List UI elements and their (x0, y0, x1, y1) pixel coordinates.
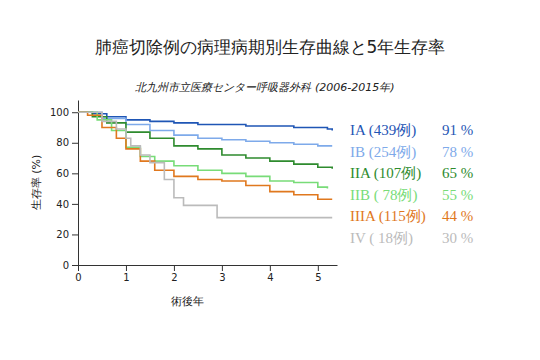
chart: 肺癌切除例の病理病期別生存曲線と5年生存率北九州市立医療センター呼吸器外科 (2… (0, 0, 540, 360)
legend: IA (439例) 91 % IB (254例) 78 % IIA (107例) 65 %… (350, 122, 473, 247)
tick-mark (72, 234, 78, 235)
tick: 80 (56, 137, 78, 148)
tick-mark (72, 173, 78, 174)
tick: 20 (56, 229, 78, 240)
survival-curve (78, 112, 332, 217)
x-axis: 0 1 2 3 4 5 (75, 265, 337, 283)
tick-label: 40 (56, 199, 69, 210)
legend-rate: 44 % (442, 208, 473, 224)
legend-label: IIB ( 78例) (350, 187, 418, 204)
tick-mark (222, 265, 223, 271)
axis-line (78, 101, 79, 266)
legend-rate: 30 % (442, 230, 473, 246)
tick: 5 (315, 265, 321, 283)
legend-rate: 65 % (442, 165, 473, 181)
tick: 1 (123, 265, 129, 283)
legend-label: IIA (107例) (350, 165, 421, 182)
legend-rate: 91 % (442, 122, 473, 138)
legend-label: IB (254例) (350, 144, 416, 161)
tick-mark (126, 265, 127, 271)
tick-mark (78, 265, 79, 271)
y-axis: 0 20 40 60 80 100 (50, 101, 79, 271)
tick-label: 60 (56, 168, 69, 179)
plot: 0 1 2 3 4 5 0 20 40 60 80 100 術後年 生存率 (%) (30, 101, 338, 309)
tick-label: 80 (56, 137, 69, 148)
x-label: 術後年 (171, 295, 204, 308)
tick-mark (174, 265, 175, 271)
legend-rate: 78 % (442, 144, 473, 160)
legend-rate: 55 % (442, 187, 473, 203)
tick: 4 (267, 265, 273, 283)
tick-mark (72, 204, 78, 205)
tick: 3 (219, 265, 225, 283)
tick: 2 (171, 265, 177, 283)
tick: 60 (56, 168, 78, 179)
tick-mark (318, 265, 319, 271)
y-label: 生存率 (%) (30, 155, 43, 211)
tick: 40 (56, 199, 78, 210)
tick-label: 4 (267, 272, 273, 283)
tick-label: 0 (75, 272, 81, 283)
tick-label: 5 (315, 272, 321, 283)
tick-label: 0 (63, 260, 69, 271)
axis-line (79, 265, 338, 266)
tick: 0 (75, 265, 81, 283)
tick-label: 1 (123, 272, 129, 283)
tick-label: 100 (50, 107, 69, 118)
survival-curve (78, 112, 327, 188)
tick: 0 (63, 260, 78, 271)
tick-mark (270, 265, 271, 271)
curves (78, 112, 332, 217)
tick-label: 20 (56, 229, 69, 240)
legend-label: IA (439例) (350, 122, 416, 139)
title: 肺癌切除例の病理病期別生存曲線と5年生存率 (95, 37, 446, 57)
legend-label: IV ( 18例) (350, 230, 413, 247)
legend-label: IIIA (115例) (350, 208, 426, 225)
tick: 100 (50, 107, 78, 118)
tick-mark (72, 143, 78, 144)
tick-label: 3 (219, 272, 225, 283)
tick-mark (72, 112, 78, 113)
tick-label: 2 (171, 272, 177, 283)
tick-mark (72, 265, 78, 266)
subtitle: 北九州市立医療センター呼吸器外科 (2006-2015年) (135, 81, 394, 94)
